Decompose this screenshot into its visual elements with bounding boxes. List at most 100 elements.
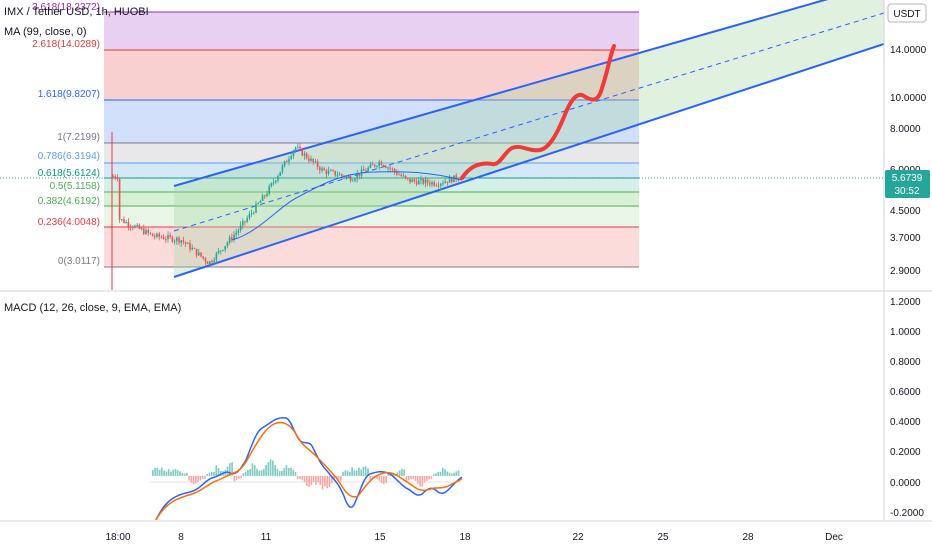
candle-body	[297, 146, 299, 148]
time-tick-8: 8	[178, 532, 184, 543]
macd-histogram-bar	[276, 468, 279, 476]
macd-histogram-bar	[158, 469, 161, 476]
macd-histogram-bar	[231, 462, 233, 476]
macd-histogram-bar	[269, 459, 272, 476]
candle-body	[338, 174, 341, 176]
candle-body	[314, 161, 317, 163]
candle-body	[382, 165, 385, 167]
macd-histogram-bar	[213, 471, 215, 476]
macd-tick-06: 0.6000	[890, 387, 921, 398]
candle-body	[237, 230, 240, 233]
time-tick-15: 15	[374, 532, 386, 543]
macd-histogram-bar	[287, 467, 290, 476]
candle-body	[132, 227, 134, 228]
macd-histogram-bar	[278, 471, 281, 476]
candle-body	[367, 167, 369, 172]
macd-histogram-bar	[301, 475, 304, 481]
candle-body	[129, 226, 132, 228]
macd-histogram-bar	[432, 474, 435, 476]
candle-body	[116, 177, 119, 179]
macd-histogram-bar	[351, 467, 353, 476]
candle-body	[365, 170, 367, 172]
macd-histogram-bar	[226, 466, 229, 476]
candle-body	[162, 237, 165, 240]
candle-body	[422, 178, 424, 184]
candle-body	[215, 253, 218, 261]
macd-histogram-bar	[328, 475, 331, 488]
channel-median-line	[173, 12, 884, 232]
candle-body	[217, 250, 220, 254]
candle-body	[457, 179, 460, 181]
price-tag-countdown: 30:52	[894, 186, 919, 197]
fib-label-0236: 0.236(4.0048)	[38, 217, 100, 228]
candle-body	[451, 177, 453, 183]
candle-body	[299, 146, 301, 149]
price-axis[interactable]: USDT 14.0000 10.0000 8.0000 6.0000 4.500…	[887, 3, 927, 277]
macd-histogram-bar	[312, 475, 315, 482]
candle-body	[209, 261, 211, 265]
macd-histogram-bar	[204, 475, 206, 480]
macd-histogram-bar	[206, 473, 209, 476]
candle-body	[310, 158, 312, 161]
time-tick-1800: 18:00	[105, 532, 130, 543]
candle-body	[387, 167, 389, 169]
channel-fill	[174, 0, 884, 277]
candle-body	[396, 171, 398, 175]
projection-path[interactable]	[460, 44, 616, 180]
channel-lower-line[interactable]	[173, 43, 884, 278]
macd-histogram-bar	[450, 473, 453, 476]
candle-body	[149, 232, 152, 234]
macd-histogram-bar	[457, 470, 460, 476]
candle-body	[193, 248, 196, 249]
candle-body	[389, 167, 391, 169]
candle-body	[455, 175, 457, 180]
macd-histogram-bar	[360, 469, 363, 476]
candle-body	[147, 230, 149, 233]
time-axis[interactable]: 18:00 8 11 15 18 22 25 28 Dec	[105, 532, 842, 543]
candle-body	[114, 176, 116, 178]
price-tick-37: 3.7000	[890, 233, 921, 244]
macd-tick-12: 1.2000	[890, 297, 921, 308]
candle-body	[123, 219, 125, 223]
candle-body	[352, 180, 354, 182]
fib-zone-3618	[104, 12, 639, 50]
macd-histogram-bar	[426, 475, 428, 481]
macd-histogram-bar	[376, 475, 378, 480]
candle-body	[220, 250, 222, 252]
macd-histogram-bar	[355, 470, 358, 476]
candle-body	[235, 232, 237, 235]
candle-body	[156, 233, 158, 237]
time-tick-22: 22	[572, 532, 584, 543]
parallel-channel[interactable]	[173, 0, 884, 278]
macd-histogram-bar	[419, 475, 421, 487]
price-tag-value: 5.6739	[892, 173, 923, 184]
fib-label-05: 0.5(5.1158)	[50, 181, 100, 192]
candle-body	[171, 236, 174, 242]
macd-histogram-bar	[262, 468, 265, 476]
candle-body	[270, 183, 273, 187]
macd-histogram-bar	[308, 475, 310, 487]
signal-line	[155, 421, 463, 520]
fib-label-0786: 0.786(6.3194)	[38, 151, 100, 162]
macd-axis[interactable]: 1.2000 1.0000 0.8000 0.6000 0.4000 0.200…	[890, 297, 924, 519]
macd-histogram-bar	[165, 471, 168, 476]
macd-histogram-bar	[233, 475, 236, 482]
candle-body	[233, 234, 235, 240]
candle-body	[327, 170, 330, 174]
channel-upper-line[interactable]	[173, 0, 884, 187]
currency-box[interactable]	[887, 3, 927, 23]
candle-body	[433, 182, 435, 186]
fib-label-0: 0(3.0117)	[58, 256, 100, 267]
candle-body	[349, 176, 352, 181]
macd-histogram-bar	[176, 470, 179, 476]
macd-histogram-bar	[195, 475, 197, 484]
candle-body	[429, 182, 431, 185]
candle-body	[178, 237, 180, 243]
macd-histogram-bar	[170, 471, 172, 476]
candle-body	[332, 170, 334, 172]
macd-histogram-bar	[362, 466, 365, 476]
macd-histogram-bar	[346, 470, 349, 476]
candle-body	[374, 164, 376, 167]
candle-body	[431, 182, 433, 185]
